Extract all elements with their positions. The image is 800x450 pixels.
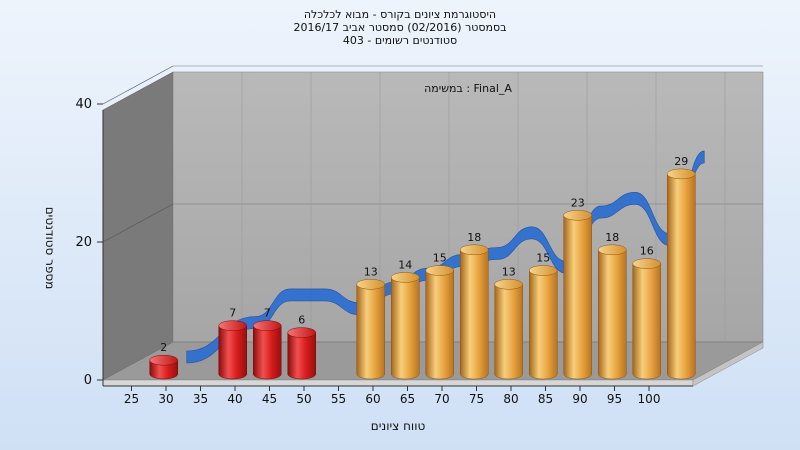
bar	[425, 265, 454, 380]
bar-body	[632, 263, 661, 380]
x-tick-label: 25	[124, 392, 139, 406]
bar	[253, 320, 282, 380]
bar-value-label: 29	[674, 155, 688, 168]
bar-top	[529, 265, 558, 276]
bar-body	[218, 325, 247, 380]
bar	[149, 354, 178, 380]
bar-body	[425, 270, 454, 380]
x-tick-label: 35	[193, 392, 208, 406]
floor-front-edge	[102, 379, 694, 387]
bar-value-label: 15	[433, 252, 447, 265]
bar-body	[494, 284, 523, 380]
chart-subtitle: במשימה : Final_A	[424, 82, 512, 95]
bar	[632, 258, 661, 380]
chart-title-line-3: 403 - סטודנטים רשומים	[342, 34, 458, 47]
chart-title-line-2: בסמסטר (02/2016) סמסטר אביב 2016/17	[293, 21, 507, 34]
bar-top	[391, 272, 420, 283]
bar-value-label: 13	[502, 265, 516, 278]
x-tick-label: 90	[572, 392, 587, 406]
bar	[287, 327, 316, 380]
bar-value-label: 13	[364, 265, 378, 278]
bar-top	[667, 168, 696, 180]
bar-body	[529, 270, 558, 380]
bar-top	[218, 320, 247, 331]
bar-top	[460, 244, 489, 256]
bar-body	[563, 215, 592, 380]
x-tick-label: 60	[365, 392, 380, 406]
bar-top	[632, 258, 661, 269]
bar-body	[460, 249, 489, 380]
bar	[391, 272, 420, 380]
bar-top	[494, 279, 523, 290]
bar-value-label: 7	[229, 307, 236, 320]
bar-body	[253, 325, 282, 380]
x-tick-label: 85	[538, 392, 553, 406]
bar-value-label: 18	[467, 231, 481, 244]
chart-title-line-1: היסטוגרמת ציונים בקורס - מבוא לכלכלה	[303, 8, 497, 21]
floor-side-edge	[692, 341, 764, 387]
bar	[494, 279, 523, 380]
x-tick-label: 30	[158, 392, 173, 406]
bar-top	[598, 244, 627, 256]
bar-top	[563, 210, 592, 221]
bar-body	[667, 173, 696, 380]
bar	[356, 279, 385, 380]
bar-body	[356, 284, 385, 380]
left-wall	[102, 71, 174, 381]
bar-value-label: 23	[571, 196, 585, 209]
y-tick-label: 20	[75, 235, 92, 250]
bar	[529, 265, 558, 380]
grid-line-side	[102, 65, 174, 105]
bar-value-label: 2	[160, 341, 167, 354]
bar-body	[598, 249, 627, 380]
bar-value-label: 16	[640, 245, 654, 258]
bar-top	[425, 265, 454, 276]
bar-value-label: 15	[536, 252, 550, 265]
bar-top	[356, 279, 385, 290]
bar-top	[149, 354, 178, 366]
x-axis-ticks: 25 30 35 40 45 50 55 60 65 70 75 80 85 90 95 100	[124, 386, 661, 406]
x-tick-label: 55	[331, 392, 346, 406]
bar-value-label: 14	[398, 258, 412, 271]
bar-body	[287, 332, 316, 380]
x-tick-label: 40	[227, 392, 242, 406]
x-tick-label: 80	[503, 392, 518, 406]
bar-top	[287, 327, 316, 338]
x-axis-label: טווח ציונים	[371, 419, 426, 433]
x-tick-label: 75	[469, 392, 484, 406]
bar	[667, 168, 696, 380]
bar	[460, 244, 489, 380]
x-tick-label: 50	[296, 392, 311, 406]
bar-body	[149, 359, 178, 380]
bar-value-label: 18	[605, 231, 619, 244]
x-tick-label: 95	[607, 392, 622, 406]
bar-value-label: 7	[264, 307, 271, 320]
x-tick-label: 45	[262, 392, 277, 406]
bar	[598, 244, 627, 380]
bar	[563, 210, 592, 380]
y-tick-label: 0	[84, 373, 92, 388]
y-tick-label: 40	[75, 97, 92, 112]
x-tick-label: 100	[638, 392, 661, 406]
bar	[218, 320, 247, 380]
y-axis-label: מספר סטודנטים	[43, 207, 57, 290]
bar-body	[391, 277, 420, 380]
value-labels: 2 7 7 6 13 14 15 18 13 15 23 18 16 29	[160, 155, 688, 354]
grid-line-side	[102, 203, 174, 243]
bar-top	[253, 320, 282, 331]
y-axis-ticks: 0 20 40	[75, 97, 103, 388]
bars-group	[149, 168, 696, 380]
bar-value-label: 6	[298, 314, 305, 327]
x-tick-label: 65	[400, 392, 415, 406]
x-tick-label: 70	[434, 392, 449, 406]
